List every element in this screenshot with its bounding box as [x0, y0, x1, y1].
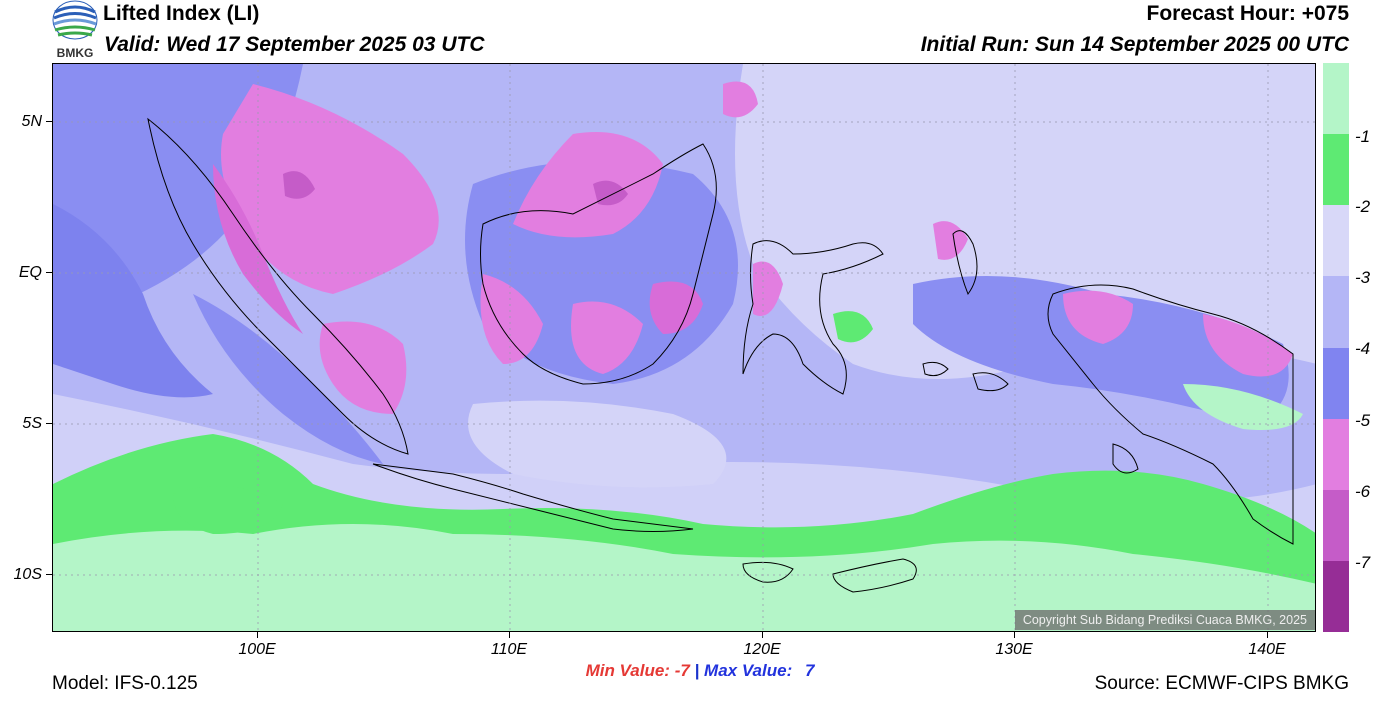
lon-label-120e: 120E — [743, 641, 781, 658]
colorbar-label: -5 — [1355, 411, 1371, 430]
lat-label-5s: 5S — [22, 415, 42, 432]
min-label: Min Value: — [585, 661, 670, 680]
max-label: Max Value: — [704, 661, 793, 680]
colorbar-segment — [1323, 347, 1349, 419]
logo-text: BMKG — [57, 46, 94, 60]
colorbar-segment — [1323, 489, 1349, 561]
lat-tick — [46, 272, 52, 273]
min-value: -7 — [674, 661, 690, 680]
colorbar-segment — [1323, 276, 1349, 348]
lon-label-140e: 140E — [1248, 641, 1286, 658]
lat-label-10s: 10S — [13, 566, 42, 583]
colorbar-label: -4 — [1355, 339, 1371, 358]
model-info: Model: IFS-0.125 — [52, 673, 198, 694]
forecast-hour: Forecast Hour: +075 — [1146, 2, 1350, 25]
lat-tick — [46, 121, 52, 122]
colorbar-segment — [1323, 560, 1349, 632]
lon-label-130e: 130E — [995, 641, 1033, 658]
initial-run: Initial Run: Sun 14 September 2025 00 UT… — [920, 33, 1349, 56]
lat-label-eq: EQ — [18, 264, 42, 281]
map-canvas — [53, 64, 1315, 631]
colorbar-segment — [1323, 134, 1349, 206]
colorbar-segment — [1323, 418, 1349, 490]
minmax-separator: | — [694, 661, 700, 680]
max-value: 7 — [804, 661, 815, 680]
lon-label-100e: 100E — [238, 641, 276, 658]
lat-tick — [46, 423, 52, 424]
copyright-notice: Copyright Sub Bidang Prediksi Cuaca BMKG… — [1014, 610, 1315, 630]
bmkg-logo: BMKG — [52, 0, 98, 60]
colorbar-segment — [1323, 63, 1349, 135]
colorbar-label: -6 — [1355, 482, 1371, 501]
lon-tick — [1014, 632, 1015, 638]
lon-tick — [257, 632, 258, 638]
colorbar-label: -1 — [1355, 127, 1371, 146]
lon-tick — [1267, 632, 1268, 638]
source-info: Source: ECMWF-CIPS BMKG — [1094, 673, 1349, 694]
lon-tick — [762, 632, 763, 638]
colorbar-label: -2 — [1355, 197, 1371, 216]
lon-tick — [509, 632, 510, 638]
lat-label-5n: 5N — [21, 113, 42, 130]
min-max-values: Min Value: -7 | Max Value: 7 — [0, 661, 1400, 681]
lon-label-110e: 110E — [490, 641, 528, 658]
colorbar-label: -3 — [1355, 268, 1371, 287]
colorbar-segment — [1323, 205, 1349, 277]
lifted-index-map — [52, 63, 1316, 632]
valid-time: Valid: Wed 17 September 2025 03 UTC — [104, 33, 485, 56]
lat-tick — [46, 574, 52, 575]
colorbar-label: -7 — [1355, 553, 1371, 572]
colorbar — [1323, 63, 1349, 632]
map-title: Lifted Index (LI) — [103, 2, 260, 25]
